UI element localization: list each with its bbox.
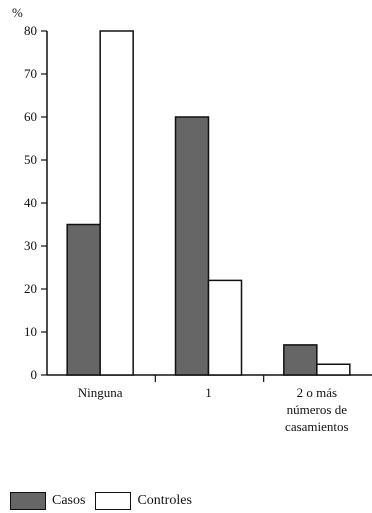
x-tick-label: 1 [205,385,212,400]
axes: 0 10 20 30 40 50 60 70 80 [24,23,372,382]
y-tick-label: 0 [31,367,38,382]
y-tick-label: 80 [24,23,37,38]
y-tick-label: 50 [24,152,37,167]
x-tick-labels: Ninguna 1 2 o más números de casamientos [78,385,349,434]
bar-chart: % 0 10 20 30 40 50 60 70 80 Ninguna 1 2 o más númer… [12,5,372,434]
legend-label-casos: Casos [52,493,86,508]
x-tick-label: números de [287,402,348,417]
bars [66,30,351,376]
legend-label-controles: Controles [137,493,192,508]
bar-casos-2 [174,116,210,376]
bar-casos-1 [66,223,101,376]
legend-swatch-casos [10,492,46,510]
bar-controles-3 [316,363,351,376]
bar-casos-3 [283,344,318,376]
y-tick-label: 40 [24,195,37,210]
y-tick-label: 10 [24,324,37,339]
y-tick-label: 70 [24,66,37,81]
x-tick-label: Ninguna [78,385,123,400]
y-tick-label: 30 [24,238,37,253]
legend-item-controles: Controles [95,492,192,510]
bar-controles-2 [207,279,243,376]
legend: Casos Controles [10,492,202,510]
x-tick-label: casamientos [285,419,349,434]
x-tick-label: 2 o más [297,385,337,400]
legend-swatch-controles [95,492,132,510]
y-tick-label: 20 [24,281,37,296]
bar-controles-1 [99,30,134,376]
y-tick-label: 60 [24,109,37,124]
y-axis-label: % [12,5,23,20]
legend-item-casos: Casos [10,492,85,510]
